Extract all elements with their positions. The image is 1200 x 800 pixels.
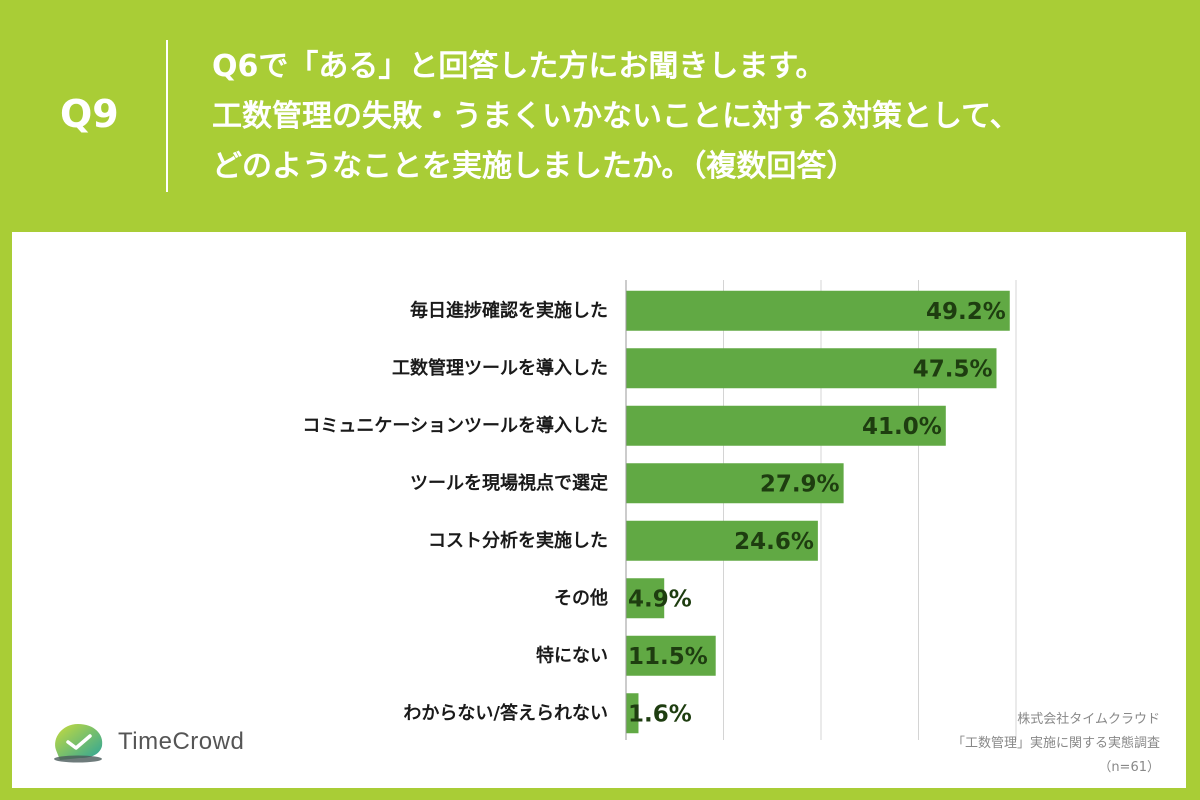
- timecrowd-logo-icon: [54, 724, 103, 763]
- bar: [626, 405, 946, 446]
- value-label: 27.9%: [760, 471, 840, 497]
- category-label: その他: [554, 587, 608, 609]
- bar: [626, 290, 1010, 331]
- source-company: 株式会社タイムクラウド: [1017, 712, 1160, 727]
- category-label: 毎日進捗確認を実施した: [410, 299, 608, 321]
- question-line-1: Q6で「ある」と回答した方にお聞きします。: [212, 49, 826, 84]
- value-label: 41.0%: [862, 414, 942, 440]
- category-label: 特にない: [536, 644, 608, 666]
- bar-chart: 毎日進捗確認を実施した 49.2% 工数管理ツールを導入した 47.5% コミュニケーシ…: [302, 280, 1017, 740]
- value-label: 24.6%: [734, 529, 814, 555]
- header-divider: [166, 40, 168, 192]
- value-label: 47.5%: [913, 356, 993, 382]
- source-note: 株式会社タイムクラウド 「工数管理」実施に関する実態調査 （n=61）: [952, 708, 1160, 780]
- question-number: Q9: [60, 92, 119, 136]
- source-sample: （n=61）: [1098, 760, 1160, 775]
- question-text: Q6で「ある」と回答した方にお聞きします。 工数管理の失敗・うまくいかないことに…: [212, 42, 1020, 192]
- bar: [626, 520, 818, 561]
- bar: [626, 463, 844, 504]
- question-line-3: どのようなことを実施しましたか。（複数回答）: [212, 149, 857, 184]
- chart-panel: 毎日進捗確認を実施した 49.2% 工数管理ツールを導入した 47.5% コミュニケーシ…: [12, 232, 1186, 788]
- bar: [626, 635, 716, 676]
- category-label: ツールを現場視点で選定: [410, 472, 608, 494]
- category-label: コミュニケーションツールを導入した: [302, 414, 608, 436]
- category-label: コスト分析を実施した: [428, 529, 608, 551]
- value-label: 49.2%: [926, 299, 1006, 325]
- bar: [626, 693, 639, 734]
- value-label: 11.5%: [628, 644, 708, 670]
- value-label: 1.6%: [628, 701, 692, 727]
- category-label: わからない/答えられない: [403, 702, 608, 724]
- timecrowd-logo: TimeCrowd: [50, 720, 244, 764]
- value-label: 4.9%: [628, 586, 692, 612]
- category-label: 工数管理ツールを導入した: [392, 357, 608, 379]
- bar: [626, 348, 997, 389]
- bar: [626, 578, 665, 619]
- source-survey: 「工数管理」実施に関する実態調査: [951, 736, 1160, 751]
- question-line-2: 工数管理の失敗・うまくいかないことに対する対策として、: [212, 99, 1020, 134]
- question-header: Q9 Q6で「ある」と回答した方にお聞きします。 工数管理の失敗・うまくいかない…: [0, 0, 1200, 232]
- logo-text: TimeCrowd: [118, 728, 245, 755]
